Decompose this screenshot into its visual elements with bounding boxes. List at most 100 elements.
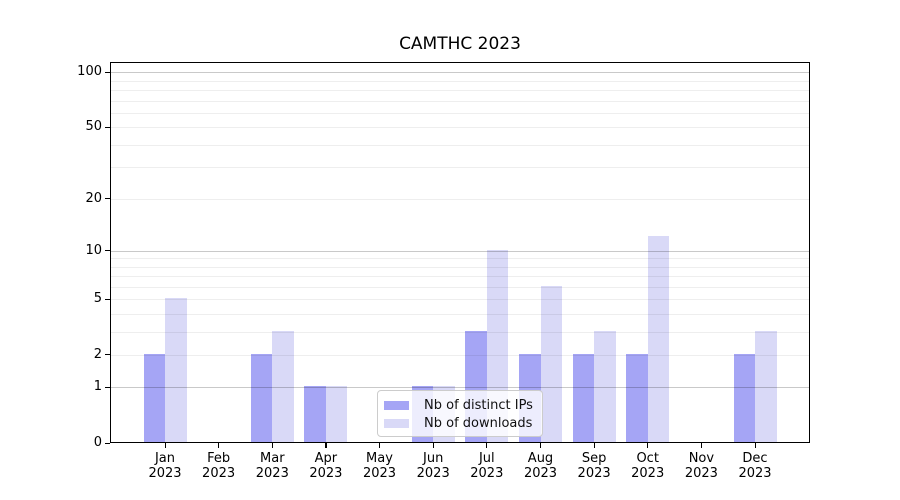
y-tick-mark-0 [105, 442, 110, 444]
gridline-y-20 [111, 198, 809, 200]
x-tick-month: Sep [581, 451, 607, 466]
gridline-y-7 [111, 276, 809, 277]
bar-distinct-ips-sep [572, 353, 595, 442]
gridline-y-40 [111, 144, 809, 146]
y-tick-label-10: 10 [85, 242, 102, 258]
x-tick-month: Oct [636, 451, 659, 466]
x-tick-label-jun: Jun 2023 [401, 451, 465, 481]
x-tick-month: Feb [207, 451, 231, 466]
gridline-y-5 [111, 299, 809, 301]
bar-distinct-ips-apr [304, 386, 326, 442]
x-tick-month: Jan [154, 451, 176, 466]
bar-distinct-ips-oct [626, 353, 648, 442]
x-tick-year: 2023 [631, 466, 665, 481]
x-tick-year: 2023 [523, 466, 558, 481]
y-tick-label-1: 1 [93, 379, 102, 395]
x-tick-label-jul: Jul 2023 [455, 451, 519, 481]
x-tick-label-dec: Dec 2023 [723, 451, 787, 481]
gridline-y-50 [111, 127, 809, 129]
y-tick-mark-10 [105, 250, 110, 252]
y-tick-label-100: 100 [77, 64, 102, 80]
legend: Nb of distinct IPs Nb of downloads [377, 390, 543, 437]
x-tick-month: Mar [260, 451, 285, 466]
legend-label-distinct-ips: Nb of distinct IPs [424, 397, 533, 413]
bar-downloads-dec [755, 330, 777, 442]
y-tick-mark-5 [105, 298, 110, 300]
x-tick-mark-aug [540, 443, 542, 448]
x-tick-month: Apr [314, 451, 338, 466]
gridline-y-8 [111, 266, 809, 268]
x-tick-month: Aug [527, 451, 554, 466]
x-tick-label-feb: Feb 2023 [187, 451, 251, 481]
gridline-y-10 [111, 250, 809, 252]
gridline-y-2 [111, 354, 809, 356]
x-tick-label-sep: Sep 2023 [562, 451, 626, 481]
x-tick-mark-apr [325, 443, 327, 448]
y-tick-mark-100 [105, 71, 110, 74]
y-tick-label-2: 2 [93, 346, 102, 362]
x-tick-year: 2023 [362, 466, 397, 481]
x-tick-year: 2023 [684, 466, 718, 481]
gridline-y-9 [111, 258, 809, 260]
y-tick-label-0: 0 [93, 435, 102, 450]
y-tick-label-50: 50 [85, 119, 102, 135]
gridline-y-4 [111, 313, 809, 315]
x-tick-mark-nov [700, 443, 703, 448]
gridline-y-3 [111, 331, 809, 333]
x-tick-month: Nov [688, 451, 715, 466]
gridline-y-100 [111, 72, 809, 74]
legend-row-downloads: Nb of downloads [384, 414, 536, 432]
legend-swatch-downloads [384, 418, 409, 428]
bar-downloads-apr [325, 386, 348, 442]
y-tick-mark-2 [105, 354, 110, 356]
bar-downloads-jan [165, 298, 187, 442]
bar-downloads-sep [594, 330, 616, 442]
x-tick-label-may: May 2023 [348, 451, 412, 481]
y-tick-mark-20 [105, 198, 110, 200]
gridline-y-80 [111, 90, 809, 92]
x-tick-year: 2023 [738, 466, 772, 481]
bar-distinct-ips-mar [250, 353, 273, 442]
x-tick-year: 2023 [148, 466, 182, 481]
x-tick-mark-jun [432, 443, 434, 448]
bar-distinct-ips-jan [143, 353, 165, 442]
x-tick-mark-jan [164, 443, 166, 448]
y-tick-mark-50 [105, 126, 110, 128]
plot-area [110, 62, 810, 443]
gridline-y-70 [111, 100, 809, 102]
gridline-y-60 [111, 112, 809, 114]
x-tick-label-mar: Mar 2023 [240, 451, 304, 481]
legend-swatch-distinct-ips [384, 400, 409, 410]
x-tick-year: 2023 [309, 466, 343, 481]
x-tick-label-jan: Jan 2023 [133, 451, 197, 481]
x-tick-month: Jun [423, 451, 444, 466]
x-tick-mark-dec [754, 443, 756, 448]
bar-distinct-ips-dec [733, 353, 755, 442]
gridline-y-30 [111, 167, 809, 169]
x-tick-label-aug: Aug 2023 [509, 451, 573, 481]
x-tick-year: 2023 [202, 466, 236, 481]
bar-downloads-aug [540, 285, 562, 442]
x-tick-label-nov: Nov 2023 [669, 451, 733, 481]
gridline-y-6 [111, 286, 809, 288]
bar-downloads-oct [647, 236, 670, 442]
x-tick-year: 2023 [577, 466, 611, 481]
x-tick-label-oct: Oct 2023 [616, 451, 680, 481]
x-tick-mark-jul [486, 443, 488, 448]
x-tick-mark-sep [593, 443, 595, 448]
x-tick-mark-feb [218, 443, 220, 448]
x-tick-month: Jul [478, 451, 495, 466]
x-tick-year: 2023 [470, 466, 504, 481]
x-tick-month: Dec [742, 451, 768, 466]
legend-label-downloads: Nb of downloads [424, 415, 533, 431]
x-tick-mark-mar [271, 443, 273, 448]
y-tick-label-5: 5 [93, 291, 102, 307]
gridline-y-1 [111, 387, 809, 389]
x-tick-mark-may [379, 443, 381, 448]
x-tick-year: 2023 [416, 466, 450, 481]
legend-row-distinct-ips: Nb of distinct IPs [384, 396, 536, 414]
x-tick-year: 2023 [255, 466, 289, 481]
y-tick-mark-1 [105, 386, 110, 388]
x-tick-month: May [366, 451, 393, 466]
